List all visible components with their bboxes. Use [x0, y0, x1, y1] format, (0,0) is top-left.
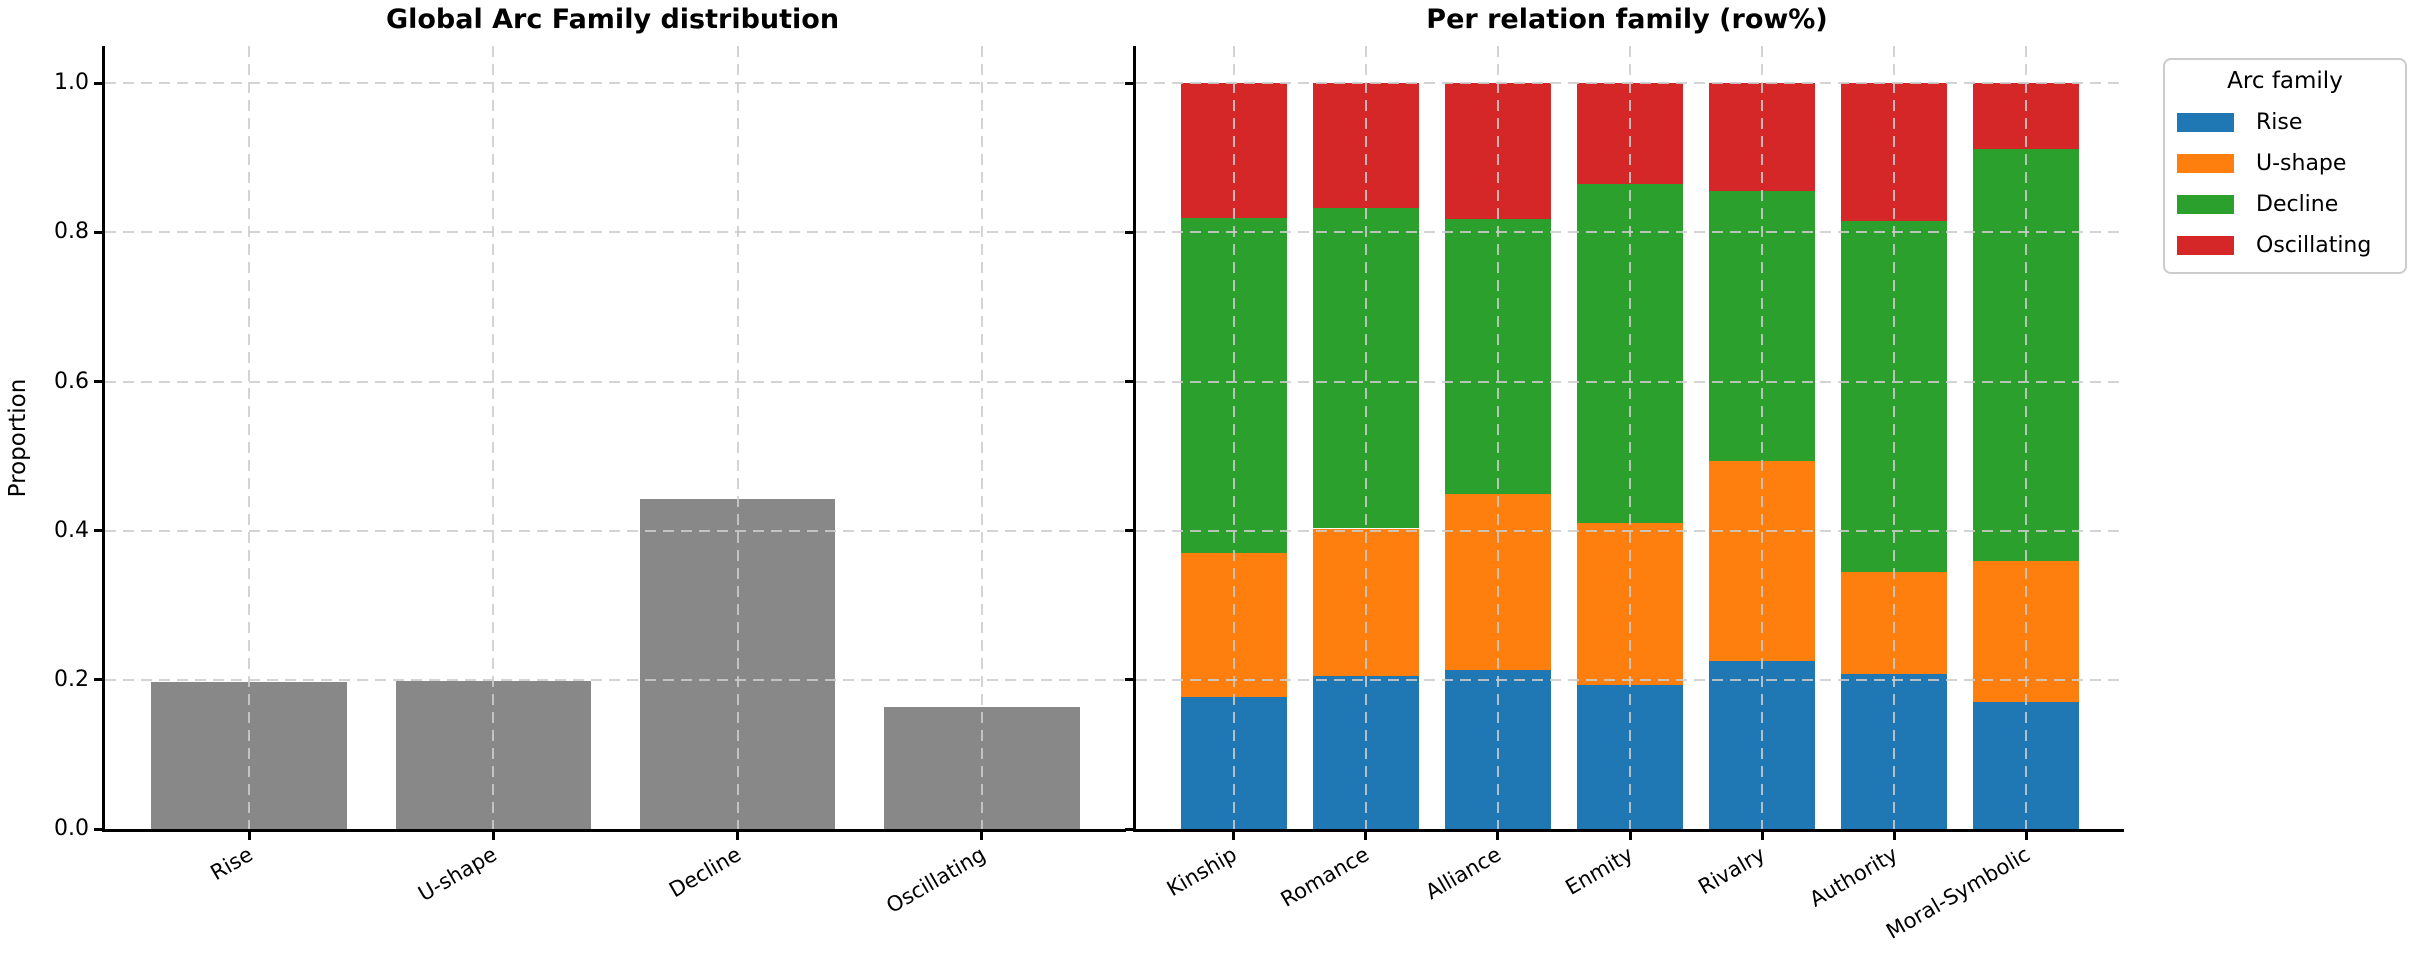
stacked-bar-segment	[1180, 218, 1287, 554]
x-tick	[1364, 830, 1368, 840]
legend-entry: Oscillating	[2165, 233, 2405, 258]
y-tick-label: 0.4	[54, 517, 89, 543]
x-tick	[980, 830, 984, 840]
decline-color-swatch	[2177, 195, 2234, 214]
u-shape-color-swatch	[2177, 154, 2234, 173]
stacked-bar-segment	[1841, 83, 1947, 221]
stacked-bar-segment	[1180, 83, 1287, 219]
x-tick-label: Rise	[206, 842, 257, 886]
x-tick-label: Romance	[1276, 842, 1374, 912]
stacked-bar-segment	[1445, 670, 1551, 829]
y-axis-label: Proportion	[5, 378, 31, 498]
rise-color-swatch	[2177, 113, 2234, 132]
stacked-bar-segment	[1445, 494, 1551, 671]
oscillating-color-swatch	[2177, 236, 2234, 255]
y-tick	[94, 230, 104, 234]
stacked-bar-segment	[1841, 673, 1947, 829]
x-tick-label: Authority	[1805, 842, 1902, 912]
stacked-bar-segment	[1973, 560, 2080, 703]
h-gridline	[105, 82, 1126, 85]
x-tick-label: U-shape	[414, 842, 501, 907]
legend-entry-label: Oscillating	[2256, 233, 2372, 258]
y-tick	[1125, 81, 1135, 85]
x-tick	[1892, 830, 1896, 840]
y-tick	[1125, 380, 1135, 384]
stacked-bar-segment	[1709, 661, 1815, 829]
legend-entry-label: Decline	[2256, 192, 2339, 217]
y-tick	[94, 529, 104, 533]
stacked-bar-segment	[1445, 83, 1551, 220]
h-gridline	[105, 529, 1126, 532]
y-tick	[1125, 678, 1135, 682]
x-tick	[1760, 830, 1764, 840]
y-tick-label: 0.8	[54, 219, 89, 245]
stacked-bar-segment	[1312, 676, 1419, 829]
x-tick	[1628, 830, 1632, 840]
stacked-bar-segment	[1577, 685, 1683, 829]
stacked-bar-segment	[1445, 219, 1551, 495]
y-tick-label: 0.2	[54, 666, 89, 692]
left-chart-title: Global Arc Family distribution	[385, 4, 840, 35]
stacked-bar-segment	[1577, 183, 1683, 523]
y-tick	[94, 678, 104, 682]
stacked-bar-segment	[1709, 191, 1815, 461]
y-tick	[1125, 230, 1135, 234]
legend-entry-label: Rise	[2256, 110, 2303, 135]
stacked-bar-segment	[1180, 553, 1287, 698]
bar	[395, 681, 592, 829]
stacked-bar-segment	[1973, 83, 2080, 149]
stacked-bar-segment	[1841, 571, 1947, 674]
y-tick-label: 1.0	[54, 70, 89, 96]
legend-entry-label: U-shape	[2256, 151, 2347, 176]
x-tick-label: Decline	[665, 842, 746, 903]
per-relation-family-plot: Kinship Romance Alliance Enmity Rivalry Autho…	[1125, 46, 2124, 944]
x-tick-label: Kinship	[1163, 842, 1242, 902]
stacked-bar-segment	[1709, 83, 1815, 192]
stacked-bar-segment	[1180, 697, 1287, 829]
bar	[884, 707, 1080, 829]
y-tick	[1125, 827, 1135, 831]
bar	[639, 499, 836, 829]
x-tick	[491, 830, 495, 840]
x-tick	[1496, 830, 1500, 840]
stacked-bar-segment	[1312, 83, 1419, 208]
x-tick	[736, 830, 740, 840]
y-tick-label: 0.0	[54, 816, 89, 841]
stacked-bar-segment	[1973, 702, 2080, 829]
x-tick-label: Enmity	[1561, 842, 1638, 900]
legend-title: Arc family	[2227, 68, 2343, 94]
stacked-bar-segment	[1312, 207, 1419, 529]
x-tick-label: Moral-Symbolic	[1881, 842, 2034, 944]
legend-entry: Decline	[2165, 192, 2405, 217]
h-gridline	[105, 380, 1126, 383]
x-tick-label: Alliance	[1421, 842, 1506, 905]
y-tick	[1125, 529, 1135, 533]
x-tick-label: Oscillating	[882, 842, 990, 918]
h-gridline	[105, 678, 1126, 681]
global-distribution-plot: 0.0 0.2 0.4 0.6 0.8 1.0 Rise U-shape Decline Osci…	[54, 46, 1126, 918]
x-tick-label: Rivalry	[1694, 842, 1770, 900]
stacked-bar-segment	[1709, 460, 1815, 662]
stacked-bar-segment	[1577, 522, 1683, 686]
y-tick	[94, 380, 104, 384]
stacked-bar-segment	[1841, 220, 1947, 572]
h-gridline	[105, 231, 1126, 234]
y-tick-label: 0.6	[54, 368, 89, 394]
x-tick	[2024, 830, 2028, 840]
x-tick	[1232, 830, 1236, 840]
y-tick	[94, 81, 104, 85]
y-tick	[94, 827, 104, 831]
stacked-bar-segment	[1973, 148, 2080, 561]
stacked-bar-segment	[1312, 528, 1419, 677]
legend: Arc family Rise U-shape Decline Oscillat…	[2163, 58, 2407, 274]
legend-entry: Rise	[2165, 110, 2405, 135]
stacked-bar-segment	[1577, 83, 1683, 184]
legend-entry: U-shape	[2165, 151, 2405, 176]
right-chart-title: Per relation family (row%)	[1426, 4, 1828, 35]
bar	[151, 682, 347, 829]
x-tick	[247, 830, 251, 840]
